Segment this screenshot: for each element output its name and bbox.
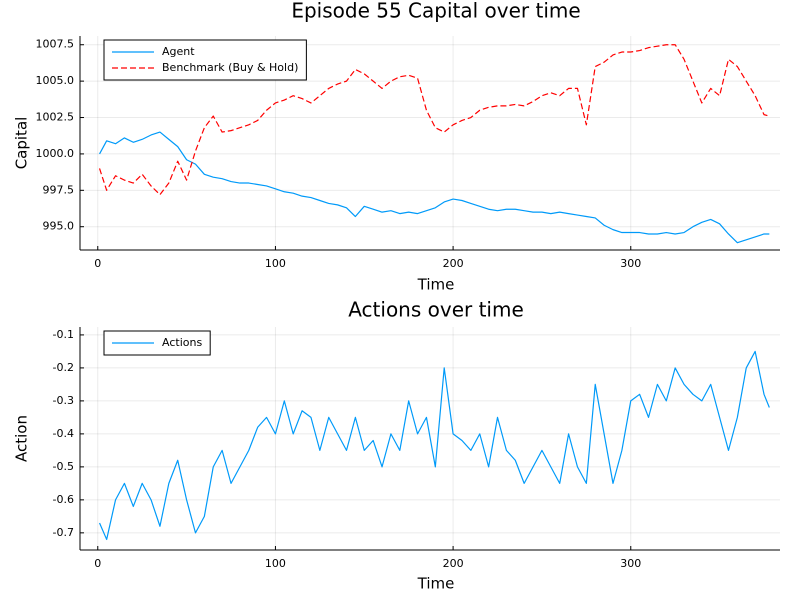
x-tick-label: 0 xyxy=(94,257,101,270)
y-tick-label: 997.5 xyxy=(43,183,75,196)
y-tick-label: -0.4 xyxy=(53,427,74,440)
legend-label: Actions xyxy=(162,336,202,349)
x-tick-label: 100 xyxy=(265,257,286,270)
legend-label: Agent xyxy=(162,45,195,58)
x-tick-label: 200 xyxy=(443,557,464,570)
series-line xyxy=(99,131,770,244)
y-tick-label: -0.2 xyxy=(53,361,74,374)
y-tick-label: 995.0 xyxy=(43,220,75,233)
y-axis-label: Action xyxy=(13,415,31,462)
series-line xyxy=(98,350,770,541)
chart-title: Episode 55 Capital over time xyxy=(291,0,580,23)
x-tick-label: 200 xyxy=(443,257,464,270)
y-tick-label: -0.7 xyxy=(53,526,74,539)
x-axis-label: Time xyxy=(417,575,455,593)
y-tick-label: -0.1 xyxy=(53,328,74,341)
y-tick-label: 1000.0 xyxy=(36,147,75,160)
legend-label: Benchmark (Buy & Hold) xyxy=(162,61,298,74)
x-tick-label: 300 xyxy=(620,557,641,570)
y-tick-label: -0.6 xyxy=(53,493,74,506)
y-tick-label: -0.3 xyxy=(53,394,74,407)
y-tick-label: 1007.5 xyxy=(36,38,75,51)
x-axis-label: Time xyxy=(417,276,455,294)
y-tick-label: 1005.0 xyxy=(36,74,75,87)
x-tick-label: 300 xyxy=(620,257,641,270)
y-tick-label: 1002.5 xyxy=(36,111,75,124)
chart-title: Actions over time xyxy=(348,298,524,322)
legend-box xyxy=(103,39,307,81)
y-axis-label: Capital xyxy=(13,117,31,170)
legend: Agent Benchmark (Buy & Hold) xyxy=(103,39,307,81)
legend: Actions xyxy=(103,330,211,356)
x-tick-label: 100 xyxy=(265,557,286,570)
x-tick-label: 0 xyxy=(94,557,101,570)
y-tick-label: -0.5 xyxy=(53,460,74,473)
